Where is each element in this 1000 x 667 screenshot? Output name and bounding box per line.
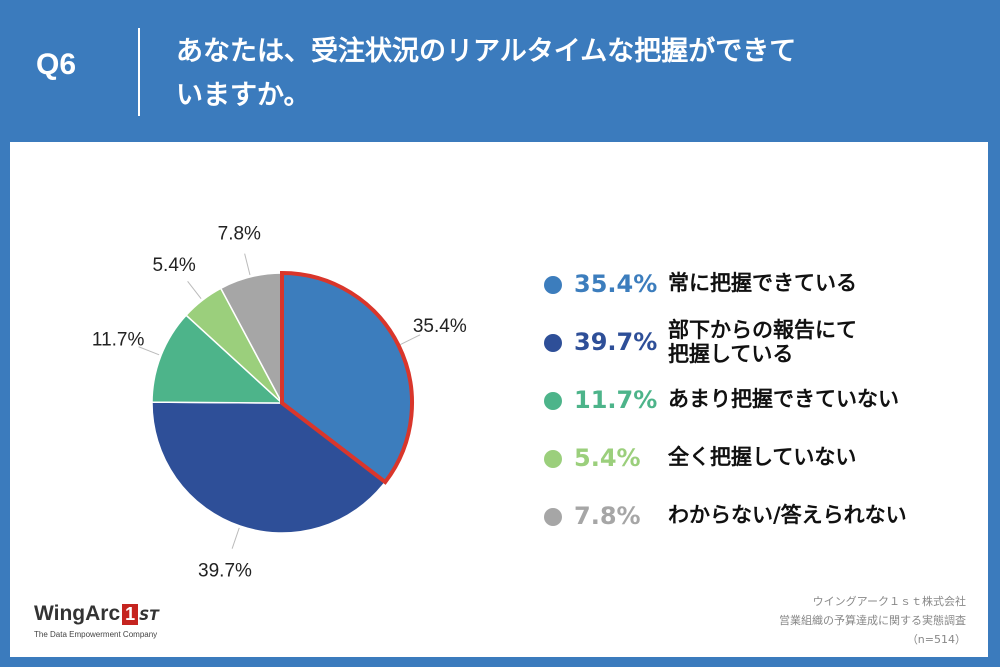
legend-swatch [544, 276, 562, 294]
pie-slice-2 [151, 314, 284, 404]
legend-percent: 39.7% [574, 328, 658, 356]
leader-line-2 [138, 346, 160, 356]
legend-percent: 35.4% [574, 270, 658, 298]
leader-line-4 [244, 253, 251, 276]
source-company: ウイングアーク１ｓｔ株式会社 [812, 595, 966, 608]
leader-line-0 [400, 334, 421, 346]
pie-slice-highlight [280, 270, 414, 485]
legend-item-rarely: 11.7% あまり把握できていない [542, 380, 982, 438]
legend-item-via-reports: 39.7% 部下からの報告にて 把握している [542, 318, 982, 380]
legend-percent: 11.7% [574, 386, 658, 414]
legend-swatch [544, 508, 562, 526]
leader-line-3 [187, 281, 202, 300]
slice-label-4: 7.8% [218, 223, 261, 244]
source-note: ウイングアーク１ｓｔ株式会社 営業組織の予算達成に関する実態調査 （n=514） [779, 592, 966, 649]
slice-label-2: 11.7% [92, 330, 145, 351]
legend-swatch [544, 334, 562, 352]
company-logo: WingArc 1 ST The Data Empowerment Company [34, 602, 159, 639]
pie-slice-1 [151, 401, 387, 534]
pie-chart: 35.4% 39.7% 11.7% 5.4% 7.8% [92, 223, 467, 582]
slice-label-3: 5.4% [152, 255, 195, 276]
logo-mark: 1 [122, 604, 139, 625]
header-divider [138, 28, 140, 116]
legend-item-unknown: 7.8% わからない/答えられない [542, 496, 982, 554]
legend-swatch [544, 450, 562, 468]
logo-tagline: The Data Empowerment Company [34, 630, 158, 639]
logo-wordmark: WingArc [34, 602, 121, 625]
legend-label-line1: 部下からの報告にて [668, 318, 857, 342]
legend-label: 全く把握していない [668, 445, 857, 469]
legend-label-line2: 把握している [668, 342, 794, 366]
logo-suffix: ST [139, 608, 159, 624]
legend-swatch [544, 392, 562, 410]
slice-label-1: 39.7% [198, 561, 252, 582]
legend-percent: 5.4% [574, 444, 641, 472]
legend-percent: 7.8% [574, 502, 641, 530]
legend-label: 部下からの報告にて 把握している [668, 318, 968, 366]
legend-label: わからない/答えられない [668, 503, 907, 527]
slice-label-0: 35.4% [413, 316, 467, 337]
question-number: Q6 [36, 48, 77, 81]
legend-label: 常に把握できている [668, 271, 857, 295]
legend-item-always: 35.4% 常に把握できている [542, 264, 982, 322]
legend-item-never: 5.4% 全く把握していない [542, 438, 982, 496]
chart-legend: 35.4% 常に把握できている 39.7% 部下からの報告にて 把握している 1… [542, 264, 982, 554]
leader-line-1 [231, 527, 240, 549]
legend-label: あまり把握できていない [668, 387, 899, 411]
source-survey: 営業組織の予算達成に関する実態調査 [779, 614, 966, 627]
question-title: あなたは、受注状況のリアルタイムな把握ができていますか。 [176, 36, 797, 111]
source-sample-size: （n=514） [906, 633, 966, 646]
chart-panel: 35.4% 39.7% 11.7% 5.4% 7.8% 35.4% 常に把握できている … [10, 142, 988, 657]
